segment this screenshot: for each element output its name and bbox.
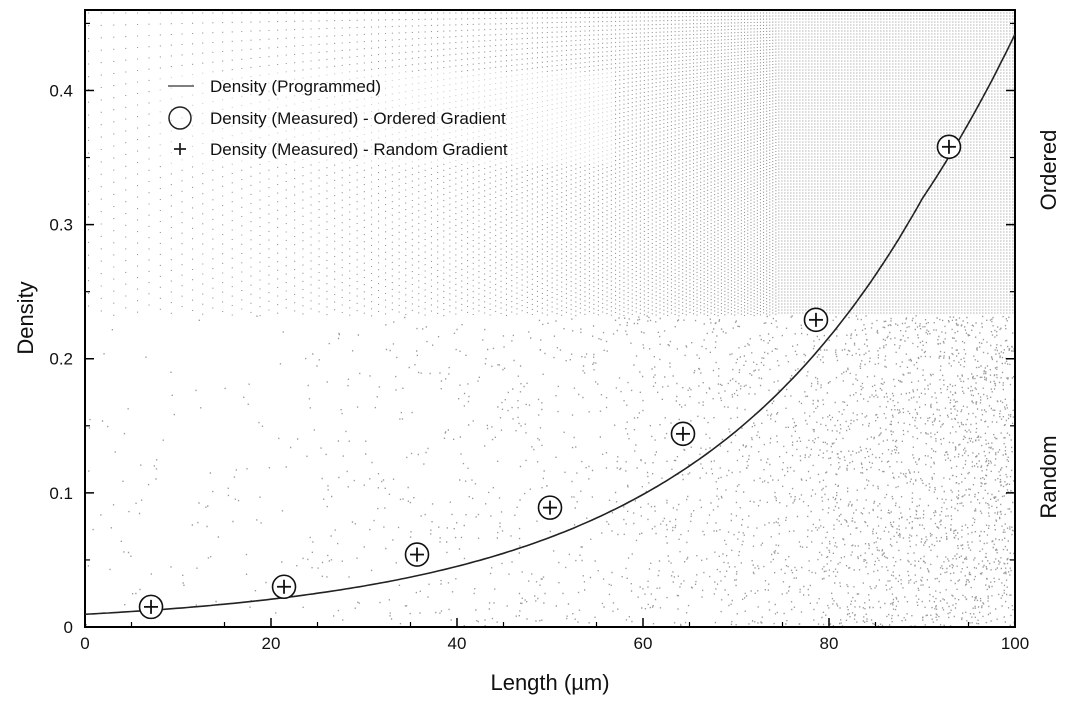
x-tick-label: 60 <box>634 634 653 653</box>
y-tick-label: 0 <box>64 618 73 637</box>
axis-ticks: 0 20 40 60 80 100 0 0.1 0.2 0.3 0.4 <box>49 22 1029 653</box>
programmed-density-line <box>85 33 1015 616</box>
legend-plus-swatch <box>174 143 186 155</box>
programmed-density-curve <box>85 33 1015 616</box>
region-label-ordered: Ordered <box>1036 130 1061 211</box>
legend-entry-programmed: Density (Programmed) <box>210 77 381 96</box>
random-measured-point <box>410 547 425 562</box>
y-tick-label: 0.3 <box>49 216 73 235</box>
y-tick-label: 0.4 <box>49 81 73 100</box>
x-tick-label: 0 <box>80 634 89 653</box>
random-measured-point <box>144 599 159 614</box>
legend-entry-random: Density (Measured) - Random Gradient <box>210 140 508 159</box>
ordered-dot-field <box>88 12 1014 317</box>
legend-entry-ordered: Density (Measured) - Ordered Gradient <box>210 109 506 128</box>
measured-markers <box>138 134 962 620</box>
random-dot-field <box>85 315 1015 627</box>
y-tick-label: 0.1 <box>49 484 73 503</box>
random-measured-point <box>808 312 823 327</box>
y-tick-label: 0.2 <box>49 350 73 369</box>
legend-circle-swatch <box>168 106 192 130</box>
region-label-random: Random <box>1036 435 1061 518</box>
random-measured-point <box>941 139 956 154</box>
x-tick-label: 20 <box>262 634 281 653</box>
random-measured-point <box>277 579 292 594</box>
plot-frame <box>84 9 1016 628</box>
x-tick-label: 100 <box>1001 634 1029 653</box>
legend-backdrop <box>160 72 615 164</box>
legend: Density (Programmed) Density (Measured) … <box>160 72 615 164</box>
x-axis-title: Length (µm) <box>490 670 609 695</box>
random-measured-point <box>543 500 557 515</box>
x-tick-label: 80 <box>820 634 839 653</box>
random-measured-point <box>675 426 690 441</box>
dot-texture-background <box>85 12 1015 627</box>
x-tick-label: 40 <box>448 634 467 653</box>
y-axis-title: Density <box>13 281 38 354</box>
